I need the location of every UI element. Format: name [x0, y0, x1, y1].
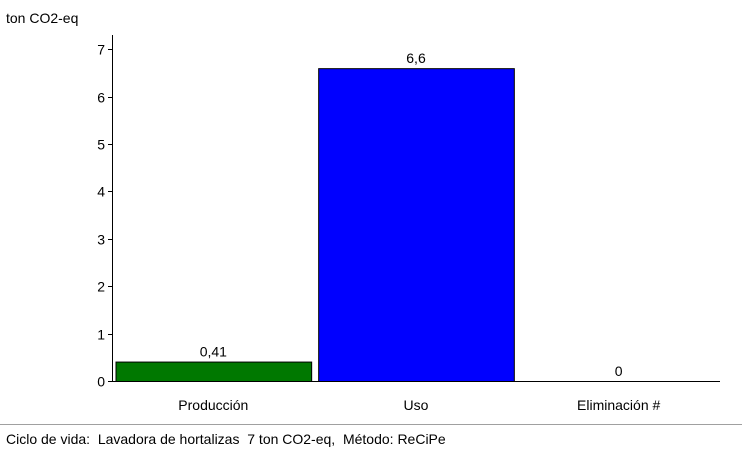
y-tick-label: 3 — [97, 232, 105, 248]
bar-value-label: 0,41 — [200, 344, 227, 360]
y-tick-label: 1 — [97, 327, 105, 343]
caption-divider — [0, 424, 742, 425]
bar-value-label: 0 — [615, 363, 623, 379]
x-tick-label: Producción — [178, 397, 248, 413]
x-tick-label: Uso — [404, 397, 429, 413]
bar — [115, 361, 313, 383]
y-axis-label: ton CO2-eq — [6, 10, 78, 26]
y-tick-label: 6 — [97, 90, 105, 106]
y-tick-label: 4 — [97, 184, 105, 200]
bar-value-label: 6,6 — [406, 50, 426, 66]
plot-area: 0 1 2 3 4 5 6 7 0,41 Producción 6,6 Uso 0 Eliminación… — [97, 34, 720, 413]
bar — [318, 68, 515, 382]
y-tick-label: 2 — [97, 279, 105, 295]
x-tick-label: Eliminación # — [577, 397, 660, 413]
y-tick-label: 0 — [97, 374, 105, 390]
y-tick-label: 7 — [97, 42, 105, 58]
chart-caption: Ciclo de vida: Lavadora de hortalizas 7 … — [6, 431, 446, 447]
y-tick-label: 5 — [97, 137, 105, 153]
